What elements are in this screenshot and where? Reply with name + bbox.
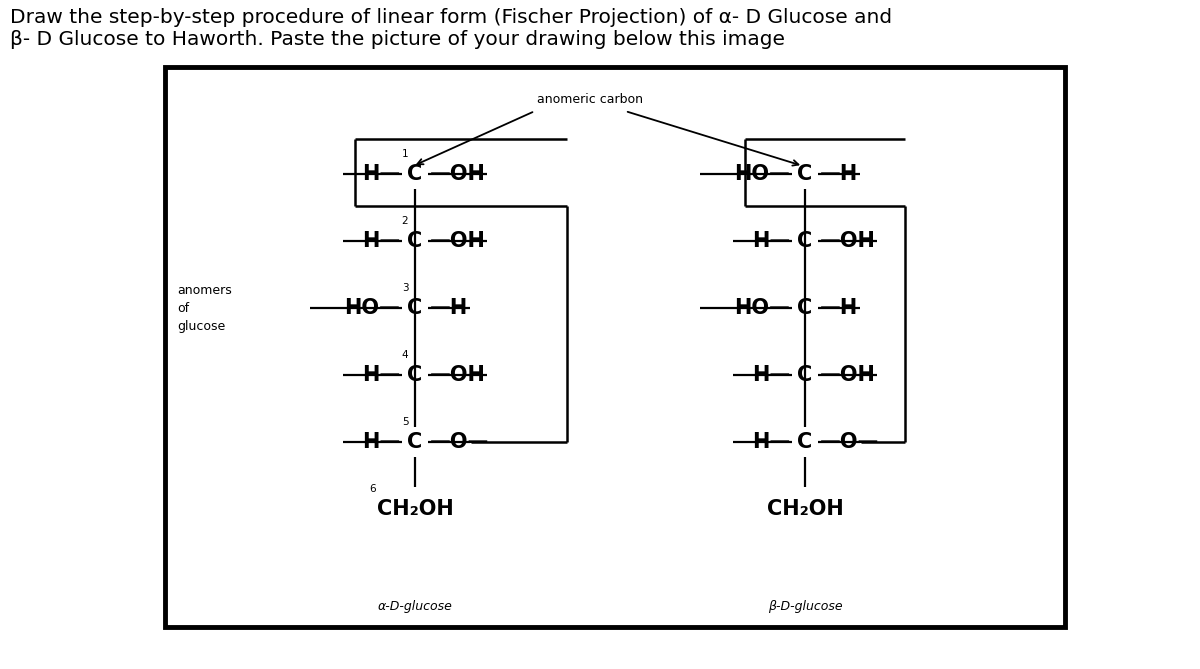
Text: C: C [797, 164, 812, 184]
Text: —O—: —O— [430, 432, 490, 452]
Text: —OH: —OH [820, 365, 876, 385]
Text: Draw the step-by-step procedure of linear form (Fischer Projection) of α- D Gluc: Draw the step-by-step procedure of linea… [10, 8, 892, 49]
Text: —H: —H [820, 298, 858, 318]
Text: 6: 6 [370, 484, 377, 494]
Text: 4: 4 [402, 350, 408, 360]
Text: 1: 1 [402, 149, 408, 159]
Text: C: C [407, 164, 422, 184]
Text: C: C [407, 365, 422, 385]
Text: 5: 5 [402, 417, 408, 427]
Text: C: C [797, 365, 812, 385]
Text: glucose: glucose [178, 320, 226, 332]
Text: —OH: —OH [430, 365, 486, 385]
Text: H—: H— [361, 432, 400, 452]
Text: HO—: HO— [734, 298, 790, 318]
Text: anomeric carbon: anomeric carbon [538, 92, 643, 106]
Text: CH₂OH: CH₂OH [377, 499, 454, 519]
Text: H—: H— [751, 432, 790, 452]
Text: H—: H— [751, 365, 790, 385]
Text: C: C [407, 298, 422, 318]
Text: α-D-glucose: α-D-glucose [378, 600, 452, 613]
Text: H—: H— [361, 365, 400, 385]
Text: —H: —H [430, 298, 468, 318]
Text: CH₂OH: CH₂OH [767, 499, 844, 519]
Text: HO—: HO— [734, 164, 790, 184]
Text: H—: H— [751, 231, 790, 251]
Text: —OH: —OH [820, 231, 876, 251]
Text: of: of [178, 302, 190, 314]
Text: C: C [407, 231, 422, 251]
Text: C: C [797, 231, 812, 251]
Text: H—: H— [361, 231, 400, 251]
Text: H—: H— [361, 164, 400, 184]
Text: —OH: —OH [430, 164, 486, 184]
Text: —O—: —O— [820, 432, 880, 452]
Text: HO—: HO— [344, 298, 400, 318]
Text: C: C [407, 432, 422, 452]
Text: anomers: anomers [178, 284, 232, 296]
Text: C: C [797, 298, 812, 318]
Text: C: C [797, 432, 812, 452]
Text: β-D-glucose: β-D-glucose [768, 600, 842, 613]
Text: 2: 2 [402, 216, 408, 226]
Text: —OH: —OH [430, 231, 486, 251]
Bar [166, 67, 1066, 627]
Text: —H: —H [820, 164, 858, 184]
Text: 3: 3 [402, 283, 408, 293]
